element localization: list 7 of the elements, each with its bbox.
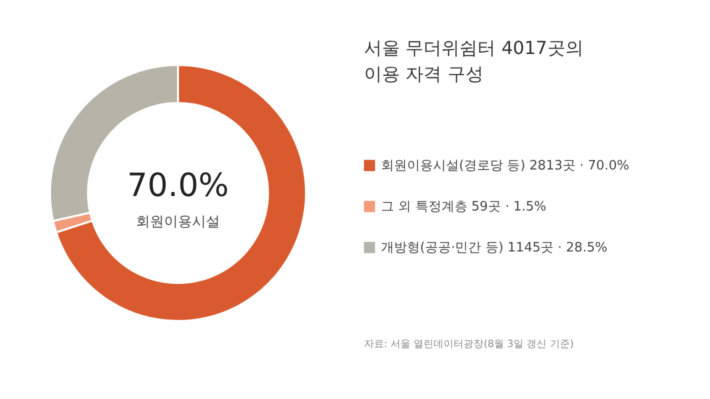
text: 70.0% xyxy=(127,166,229,204)
chart-title: 서울 무더위쉼터 4017곳의 이용 자격 구성 xyxy=(364,38,584,85)
text: 회원이용시설 xyxy=(136,214,220,230)
legend-label: 회원이용시설(경로당 등) 2813곳 · 70.0% xyxy=(381,158,630,174)
legend-label: 개방형(공공·민간 등) 1145곳 · 28.5% xyxy=(381,240,608,256)
text: 자료: 서울 열린데이터광장(8월 3일 갱신 기준) xyxy=(364,339,574,350)
legend-label: 그 외 특정계층 59곳 · 1.5% xyxy=(381,200,546,214)
